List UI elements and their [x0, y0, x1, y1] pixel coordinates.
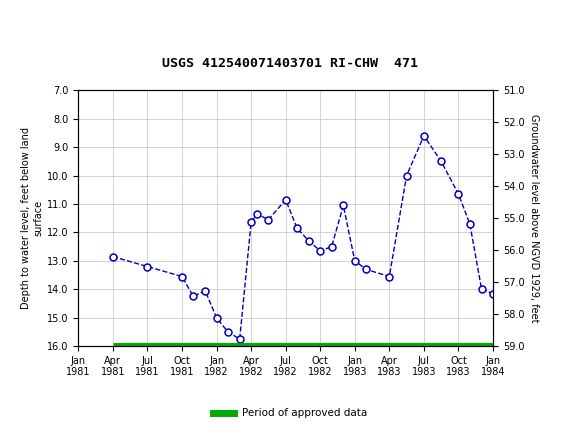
Legend: Period of approved data: Period of approved data — [209, 404, 371, 423]
Y-axis label: Groundwater level above NGVD 1929, feet: Groundwater level above NGVD 1929, feet — [528, 114, 538, 322]
Text: ▒USGS: ▒USGS — [14, 11, 60, 29]
Y-axis label: Depth to water level, feet below land
surface: Depth to water level, feet below land su… — [21, 127, 43, 309]
Text: USGS 412540071403701 RI-CHW  471: USGS 412540071403701 RI-CHW 471 — [162, 57, 418, 70]
